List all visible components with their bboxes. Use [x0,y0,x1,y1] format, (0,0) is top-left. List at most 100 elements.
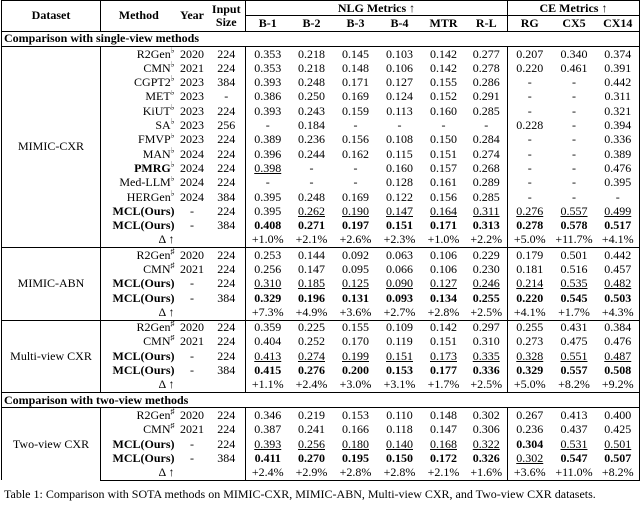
year-cell: - [190,276,194,291]
table-body: Comparison with single-view methods MIMIC… [1,30,640,481]
value-cell: +4.3% [596,305,640,321]
value-cell: 0.145 [342,46,369,61]
caption: Table 1: Comparison with SOTA methods on… [4,486,596,501]
size-cell: - [207,89,246,105]
value-cell: +4.1% [513,305,546,319]
method-name: HERGen [126,189,171,204]
value-cell: 0.329 [516,363,544,378]
value-cell: +1.7% [427,377,460,392]
size-cell: 384 [207,363,246,378]
value-cell: 0.253 [254,247,282,262]
value-cell: 0.248 [298,189,325,204]
year-cell [176,465,208,481]
year-cell: 2021 [180,422,204,437]
value-cell: 0.236 [516,422,544,437]
value-cell: - [572,118,576,133]
value-cell: 0.093 [386,290,413,305]
value-cell: 0.313 [465,218,508,233]
method-mark: ♭ [170,189,175,198]
size-cell: 224 [207,262,246,277]
year-cell: 2024 [180,146,204,161]
method-cell: CMN♯ [101,335,177,349]
value-cell: +2.7% [383,305,416,319]
value-cell: 0.252 [298,334,325,349]
value-cell: 0.092 [342,247,369,262]
value-cell: 0.142 [430,320,457,335]
size-cell: 224 [207,320,246,335]
size-cell: 224 [207,132,246,147]
value-cell: 0.267 [516,407,544,422]
method-name: MCL(Ours) [112,436,175,451]
table-header: Dataset Method Year Input Size NLG Metri… [1,0,640,32]
table-row: MCL(Ours) -384 0.408 0.271 0.197 0.151 0.171 0.… [2,218,640,233]
value-cell: 0.274 [298,349,325,363]
value-cell: 0.442 [596,247,640,263]
value-cell: 0.185 [298,276,325,291]
value-cell: 0.169 [342,189,369,204]
value-cell: 0.359 [254,320,282,335]
value-cell: +8.2% [558,377,590,392]
value-cell: - [572,104,576,118]
method-name: R2Gen [136,320,171,335]
metric-header: B-1 [245,15,290,32]
size-cell: 256 [207,118,246,133]
value-cell: 0.151 [386,218,413,233]
value-cell: +9.2% [596,377,640,393]
method-cell: CMN♯ [101,423,177,437]
value-cell: 0.219 [298,407,325,422]
value-cell: 0.142 [430,61,457,75]
value-cell: 0.128 [386,175,413,190]
table-row: CGPT2♭ 2023 384 0.393 0.248 0.171 0.127 0.155 0.… [2,75,640,90]
value-cell: 0.147 [386,204,413,218]
table-row: MCL(Ours) -384 0.415 0.276 0.200 0.153 0.177 0.… [2,363,640,378]
method-name: MAN [142,146,171,161]
value-cell: 0.578 [560,218,588,233]
value-cell: - [527,132,532,147]
value-cell: +2.2% [465,232,508,248]
value-cell: 0.557 [560,363,588,378]
year-cell: - [190,363,194,378]
value-cell: - [465,118,508,133]
value-cell: 0.197 [342,218,369,233]
method-mark: ♭ [170,104,175,112]
method-mark: ♭ [170,146,175,155]
value-cell: 0.271 [298,218,325,233]
method-cell: R2Gen♯ [101,248,177,263]
value-cell: - [596,189,640,205]
value-cell: 0.413 [560,407,588,422]
value-cell: 0.322 [465,436,508,452]
method-name: Δ ↑ [158,377,175,392]
method-name: MCL(Ours) [112,218,175,233]
value-cell: 0.321 [596,104,640,119]
value-cell: 0.131 [342,290,369,305]
value-cell: 0.508 [596,363,640,378]
method-mark: ♭ [170,61,175,69]
value-cell: 0.164 [430,204,457,218]
value-cell: 0.170 [342,334,369,349]
value-cell: - [527,75,532,90]
value-cell: 0.346 [254,407,282,422]
method-name: MCL(Ours) [112,290,175,305]
value-cell: - [572,161,576,175]
size-cell: 224 [207,61,246,76]
header-cell: Year [180,8,204,23]
value-cell: +2.8% [333,465,378,481]
year-cell: 2023 [180,75,204,90]
table-row: FMVP♭ 2023 224 0.389 0.236 0.156 0.108 0.150 0.2… [2,132,640,147]
header-cell: NLG Metrics ↑ [245,0,508,16]
year-cell: 2020 [180,247,204,262]
value-cell: 0.431 [560,320,588,335]
value-cell: 0.168 [430,436,457,451]
value-cell: 0.398 [254,161,282,175]
method-name: FMVP [138,132,171,147]
value-cell: 0.113 [386,104,413,118]
value-cell: 0.127 [386,75,413,90]
method-cell: Δ ↑ [101,305,177,320]
value-cell: +11.7% [555,232,593,247]
table-row: Two-view CXR R2Gen♯ 2020 224 0.346 0.219 0.153… [1,407,640,481]
value-cell: +11.0% [551,465,597,481]
value-cell: 0.340 [560,46,588,61]
size-cell: 224 [207,334,246,350]
value-cell: 0.109 [386,320,413,335]
